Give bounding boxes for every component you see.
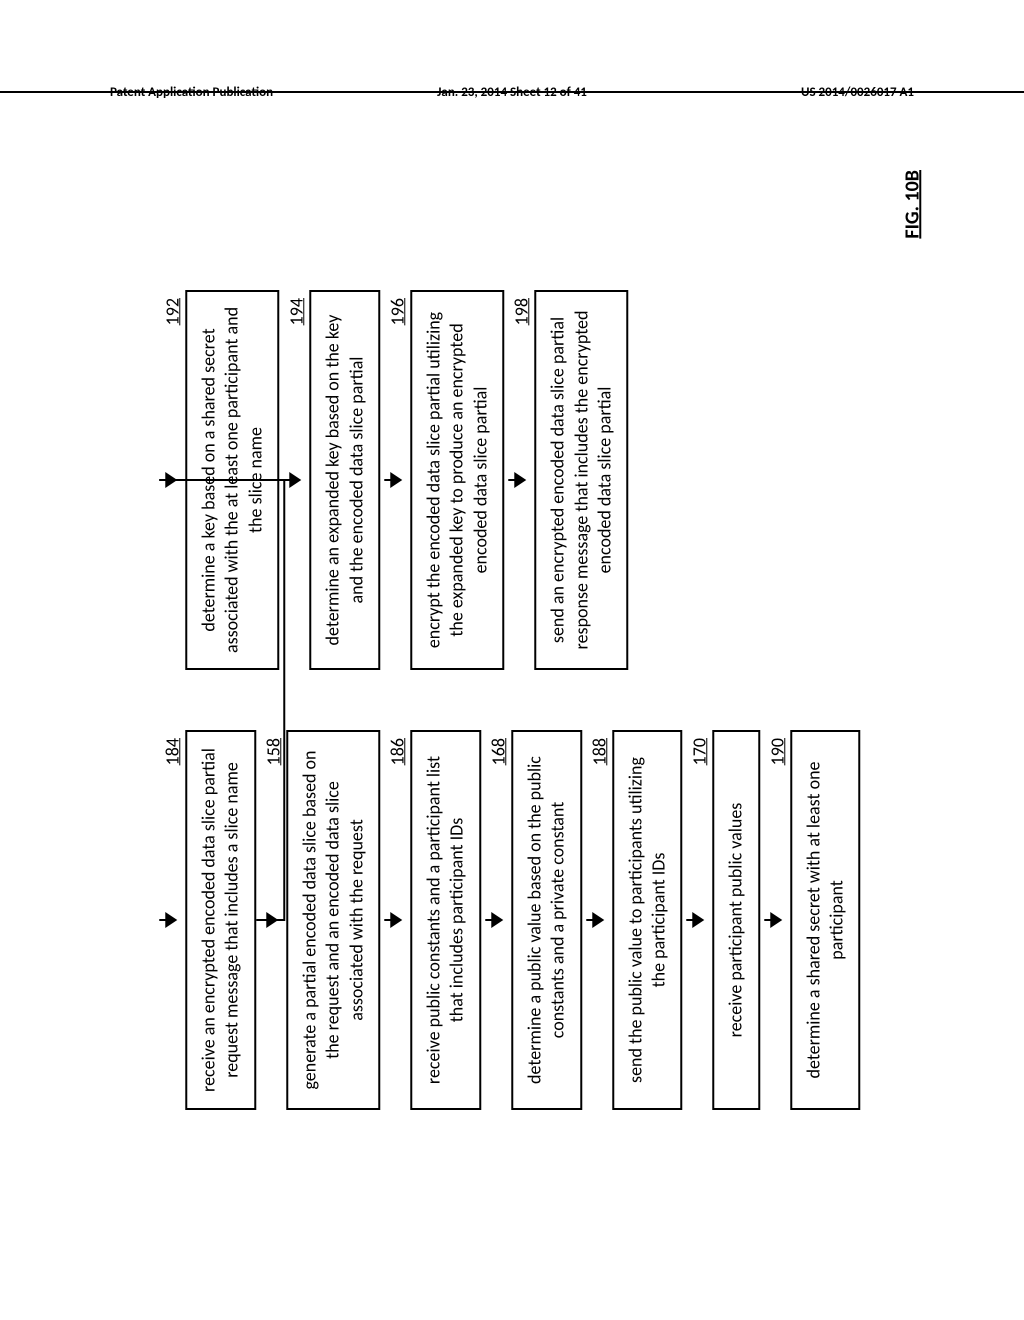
step-number: 194 [285,298,307,325]
flow-box: receive public constants and a participa… [410,730,481,1110]
flow-item: 170receive participant public values [687,730,760,1110]
arrow-wrap: 196 [384,290,410,670]
step-number: 196 [386,298,408,325]
flow-box: send an encrypted encoded data slice par… [534,290,628,670]
flow-box: determine a shared secret with at least … [790,730,861,1110]
flow-item: 186receive public constants and a partic… [384,730,481,1110]
down-arrow-icon [514,472,526,488]
down-arrow-icon [592,912,604,928]
flow-item: 188send the public value to participants… [586,730,683,1110]
flow-item: 198send an encrypted encoded data slice … [508,290,628,670]
step-number: 188 [588,738,610,765]
arrow-wrap: 186 [384,730,410,1110]
arrow-wrap: 190 [764,730,790,1110]
step-number: 190 [766,738,788,765]
arrow-wrap: 192 [159,290,185,670]
flow-columns: 184receive an encrypted encoded data sli… [159,210,864,1110]
flow-item: 192determine a key based on a shared sec… [159,290,279,670]
down-arrow-icon [390,472,402,488]
flow-item: 184receive an encrypted encoded data sli… [159,730,256,1110]
arrow-wrap: 184 [159,730,185,1110]
arrow-wrap: 188 [586,730,612,1110]
flow-box: generate a partial encoded data slice ba… [286,730,380,1110]
step-number: 184 [161,738,183,765]
header-right: US 2014/0026017 A1 [801,85,914,100]
left-column: 184receive an encrypted encoded data sli… [159,730,864,1110]
down-arrow-icon [289,472,301,488]
flow-item: 194determine an expanded key based on th… [283,290,380,670]
arrow-wrap: 194 [283,290,309,670]
flow-box: determine a key based on a shared secret… [185,290,279,670]
flow-box: determine an expanded key based on the k… [309,290,380,670]
arrow-wrap: 168 [485,730,511,1110]
down-arrow-icon [165,912,177,928]
step-number: 186 [386,738,408,765]
flow-box: receive participant public values [713,730,760,1110]
flow-box: determine a public value based on the pu… [511,730,582,1110]
page-header: Patent Application Publication Jan. 23, … [0,85,1024,93]
flow-item: 158generate a partial encoded data slice… [260,730,380,1110]
down-arrow-icon [770,912,782,928]
flow-box: send the public value to participants ut… [612,730,683,1110]
flow-item: 196encrypt the encoded data slice partia… [384,290,504,670]
down-arrow-icon [266,912,278,928]
figure-label: FIG. 10B [901,170,925,239]
step-number: 170 [689,738,711,765]
flow-item: 168determine a public value based on the… [485,730,582,1110]
flow-box: encrypt the encoded data slice partial u… [410,290,504,670]
figure-area: 184receive an encrypted encoded data sli… [159,210,864,1110]
flow-box: receive an encrypted encoded data slice … [185,730,256,1110]
arrow-wrap: 198 [508,290,534,670]
right-column: 192determine a key based on a shared sec… [159,290,632,670]
down-arrow-icon [165,472,177,488]
step-number: 198 [510,298,532,325]
arrow-wrap: 170 [687,730,713,1110]
step-number: 158 [262,738,284,765]
header-left: Patent Application Publication [110,85,273,100]
flow-item: 190determine a shared secret with at lea… [764,730,861,1110]
arrow-wrap: 158 [260,730,286,1110]
step-number: 192 [161,298,183,325]
step-number: 168 [487,738,509,765]
down-arrow-icon [491,912,503,928]
down-arrow-icon [693,912,705,928]
down-arrow-icon [390,912,402,928]
header-center: Jan. 23, 2014 Sheet 12 of 41 [437,85,587,100]
